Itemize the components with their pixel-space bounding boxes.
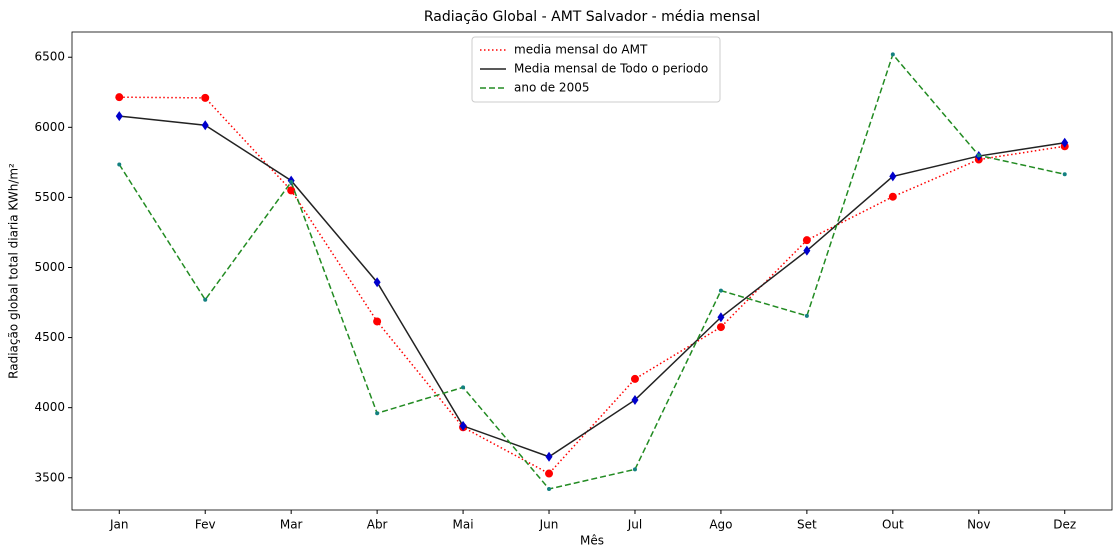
marker [201, 93, 210, 102]
x-tick-label: Mai [453, 518, 474, 532]
chart-title: Radiação Global - AMT Salvador - média m… [424, 9, 760, 25]
marker [375, 411, 380, 416]
marker [890, 52, 895, 57]
y-tick-label: 4500 [34, 330, 65, 344]
marker [203, 297, 208, 302]
x-axis-label: Mês [580, 534, 604, 548]
marker [461, 385, 466, 390]
marker [804, 313, 809, 318]
series-line [119, 96, 1065, 475]
y-tick-label: 4000 [34, 400, 65, 414]
marker [889, 171, 897, 182]
marker [201, 120, 209, 131]
y-tick-label: 6000 [34, 120, 65, 134]
marker [115, 93, 124, 102]
y-axis-label: Radiação global total diaria KWh/m² [7, 163, 21, 379]
legend-label: Media mensal de Todo o periodo [514, 62, 708, 76]
x-tick-label: Set [797, 518, 817, 532]
x-tick-label: Out [882, 518, 904, 532]
marker [976, 153, 981, 158]
x-tick-label: Mar [280, 518, 303, 532]
marker [373, 317, 382, 326]
y-tick-label: 5000 [34, 260, 65, 274]
x-tick-label: Nov [967, 518, 990, 532]
plot-area [71, 31, 1113, 511]
x-tick-label: Jun [539, 518, 559, 532]
y-tick-label: 6500 [34, 50, 65, 64]
x-tick-label: Abr [367, 518, 388, 532]
marker [287, 186, 296, 195]
legend-label: media mensal do AMT [514, 43, 648, 57]
marker [545, 451, 553, 462]
marker [547, 486, 552, 491]
marker [1061, 137, 1069, 148]
marker [1062, 172, 1067, 177]
legend: media mensal do AMT Media mensal de Todo … [471, 36, 721, 103]
marker [716, 323, 725, 332]
marker [630, 374, 639, 383]
marker [632, 467, 637, 472]
marker [117, 162, 122, 167]
y-tick-label: 3500 [34, 470, 65, 484]
marker [289, 179, 294, 184]
series-line [118, 52, 1065, 490]
legend-label: ano de 2005 [514, 81, 589, 95]
marker [802, 236, 811, 245]
marker [373, 277, 381, 288]
x-tick-label: Dez [1053, 518, 1076, 532]
x-tick-label: Jan [109, 518, 129, 532]
x-tick-label: Ago [709, 518, 732, 532]
marker [803, 245, 811, 256]
marker [718, 288, 723, 293]
legend-box [471, 36, 721, 103]
marker [115, 111, 123, 122]
marker [631, 394, 639, 405]
x-tick-label: Fev [195, 518, 216, 532]
marker [459, 420, 467, 431]
y-tick-label: 5500 [34, 190, 65, 204]
series-line [119, 115, 1065, 458]
marker [888, 192, 897, 201]
x-tick-label: Jul [627, 518, 642, 532]
marker [545, 469, 554, 478]
marker [717, 312, 725, 323]
